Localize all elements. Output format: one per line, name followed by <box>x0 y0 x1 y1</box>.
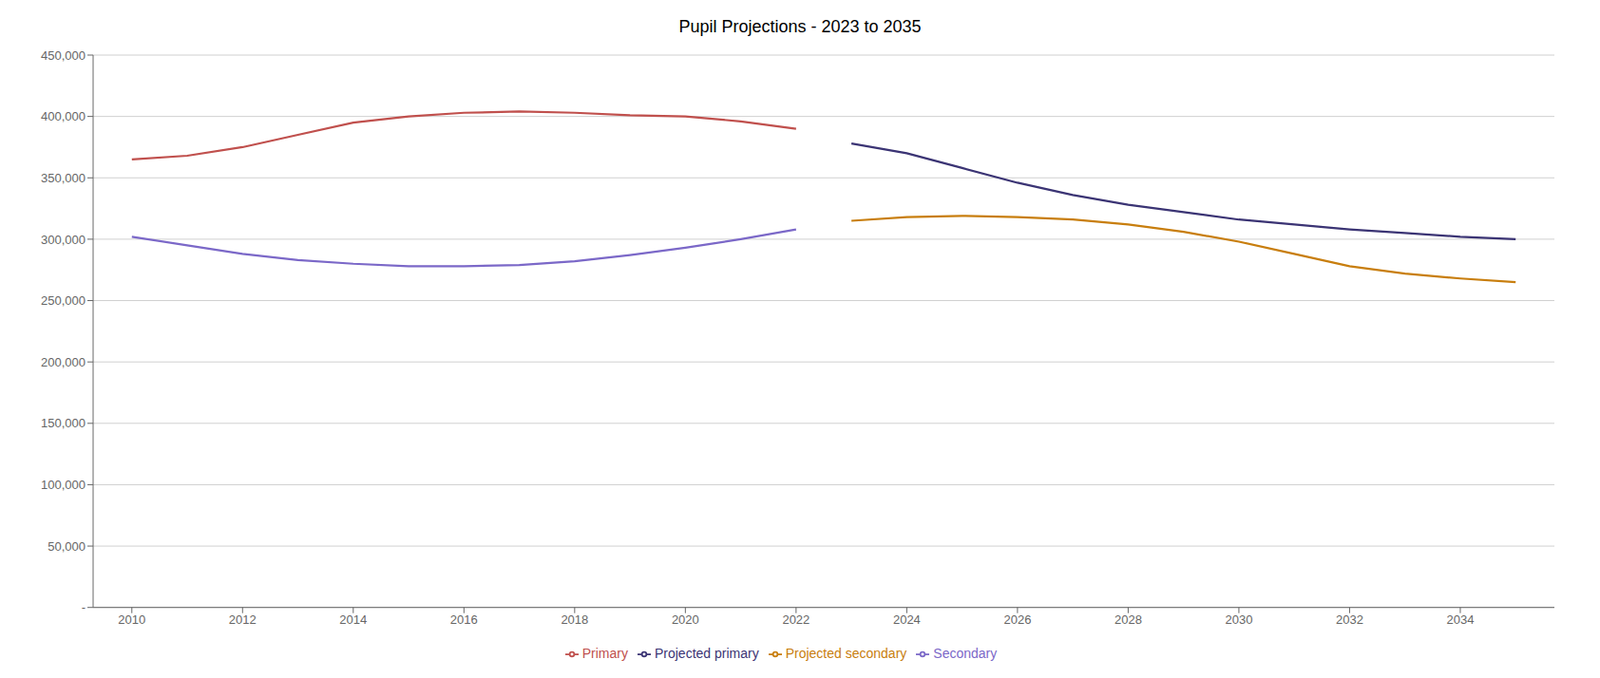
svg-text:150,000: 150,000 <box>40 416 86 431</box>
svg-text:2032: 2032 <box>1335 612 1364 628</box>
svg-text:350,000: 350,000 <box>40 171 86 186</box>
html-text:Primary: Primary <box>582 645 629 661</box>
svg-text:2022: 2022 <box>781 612 810 628</box>
svg-text:2034: 2034 <box>1447 612 1475 628</box>
svg-text:450,000: 450,000 <box>40 48 86 63</box>
svg-text:50,000: 50,000 <box>47 539 86 554</box>
html-text:Pupil Projections - 2023 to 20: Pupil Projections - 2023 to 2035 <box>678 17 922 37</box>
svg-text:2026: 2026 <box>1003 612 1031 628</box>
svg-text:-: - <box>81 600 86 615</box>
svg-text:2016: 2016 <box>450 612 478 628</box>
svg-text:400,000: 400,000 <box>40 109 86 124</box>
svg-text:2018: 2018 <box>560 612 589 628</box>
html-text:Projected secondary: Projected secondary <box>785 645 907 661</box>
html-text:Secondary: Secondary <box>933 645 997 661</box>
svg-text:2014: 2014 <box>339 612 367 628</box>
svg-text:2010: 2010 <box>117 612 146 628</box>
svg-text:2024: 2024 <box>893 612 921 628</box>
svg-text:2020: 2020 <box>671 612 700 628</box>
svg-text:100,000: 100,000 <box>40 477 86 493</box>
html-text:Projected primary: Projected primary <box>654 645 759 661</box>
svg-text:300,000: 300,000 <box>40 232 86 248</box>
svg-text:250,000: 250,000 <box>40 293 86 308</box>
svg-text:200,000: 200,000 <box>40 355 86 370</box>
svg-text:2028: 2028 <box>1114 612 1143 628</box>
svg-text:2030: 2030 <box>1224 612 1253 628</box>
svg-text:2012: 2012 <box>228 612 257 628</box>
